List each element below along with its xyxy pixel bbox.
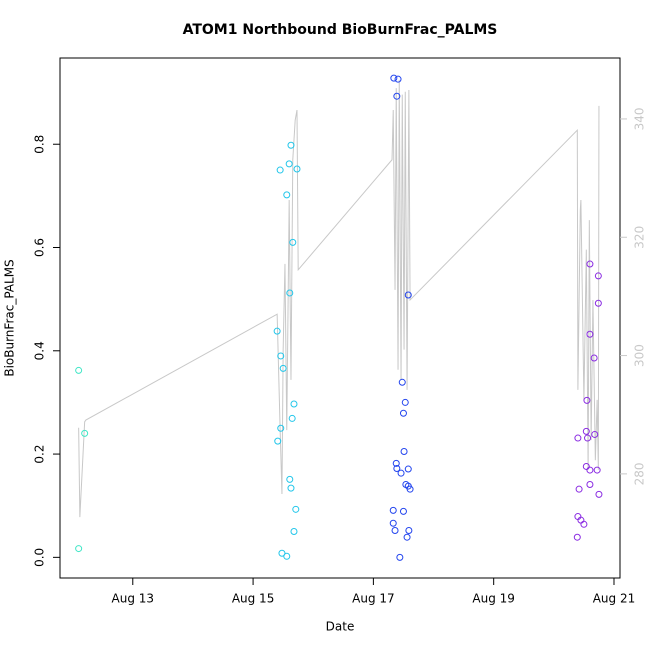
point bbox=[586, 481, 594, 489]
point bbox=[392, 459, 400, 467]
point bbox=[274, 437, 282, 445]
point bbox=[276, 166, 284, 174]
point bbox=[403, 533, 411, 541]
point bbox=[292, 505, 300, 513]
point bbox=[393, 92, 401, 100]
y-tick-label: 0.2 bbox=[33, 445, 47, 464]
point bbox=[287, 141, 295, 149]
chart-title: ATOM1 Northbound BioBurnFrac_PALMS bbox=[183, 22, 498, 38]
point bbox=[279, 364, 287, 372]
point bbox=[582, 427, 590, 435]
point bbox=[393, 465, 401, 473]
point bbox=[399, 507, 407, 515]
point bbox=[583, 396, 591, 404]
y2-tick-label: 320 bbox=[633, 226, 647, 249]
point bbox=[287, 484, 295, 492]
point bbox=[396, 553, 404, 561]
point bbox=[586, 330, 594, 338]
point bbox=[278, 549, 286, 557]
point bbox=[290, 528, 298, 536]
x-tick-label: Aug 21 bbox=[593, 592, 636, 606]
point bbox=[390, 74, 398, 82]
point bbox=[399, 409, 407, 417]
point bbox=[394, 75, 402, 83]
y2-tick-label: 300 bbox=[633, 344, 647, 367]
point bbox=[404, 291, 412, 299]
point bbox=[595, 490, 603, 498]
x-tick-label: Aug 13 bbox=[112, 592, 155, 606]
point bbox=[404, 465, 412, 473]
point bbox=[81, 429, 89, 437]
point bbox=[75, 366, 83, 374]
point bbox=[405, 526, 413, 534]
x-tick-label: Aug 15 bbox=[232, 592, 275, 606]
point bbox=[573, 533, 581, 541]
point bbox=[391, 526, 399, 534]
point bbox=[288, 414, 296, 422]
point bbox=[293, 165, 301, 173]
y2-tick-label: 340 bbox=[633, 107, 647, 130]
point bbox=[586, 260, 594, 268]
point bbox=[593, 466, 601, 474]
point bbox=[575, 485, 583, 493]
y2-tick-label: 280 bbox=[633, 462, 647, 485]
point bbox=[580, 520, 588, 528]
plot-frame bbox=[59, 57, 621, 579]
point bbox=[590, 354, 598, 362]
y-tick-label: 0.0 bbox=[33, 548, 47, 567]
point bbox=[401, 398, 409, 406]
x-axis-label: Date bbox=[326, 620, 355, 634]
point bbox=[584, 434, 592, 442]
point bbox=[285, 160, 293, 168]
point bbox=[594, 299, 602, 307]
point bbox=[398, 378, 406, 386]
y-axis-label: BioBurnFrac_PALMS bbox=[3, 259, 17, 376]
point bbox=[286, 289, 294, 297]
point bbox=[283, 191, 291, 199]
point bbox=[591, 430, 599, 438]
point bbox=[283, 552, 291, 560]
point bbox=[400, 447, 408, 455]
point bbox=[289, 238, 297, 246]
point bbox=[75, 545, 83, 553]
point bbox=[277, 424, 285, 432]
point bbox=[582, 462, 590, 470]
y-tick-label: 0.6 bbox=[33, 238, 47, 257]
point bbox=[586, 466, 594, 474]
x-tick-label: Aug 19 bbox=[472, 592, 515, 606]
point bbox=[277, 352, 285, 360]
point bbox=[397, 469, 405, 477]
point bbox=[273, 327, 281, 335]
point bbox=[290, 400, 298, 408]
point bbox=[574, 434, 582, 442]
point bbox=[406, 485, 414, 493]
point bbox=[286, 475, 294, 483]
y-tick-label: 0.8 bbox=[33, 135, 47, 154]
point bbox=[389, 506, 397, 514]
line-series bbox=[78, 79, 600, 518]
x-tick-label: Aug 17 bbox=[352, 592, 395, 606]
point bbox=[594, 272, 602, 280]
point bbox=[389, 519, 397, 527]
y-tick-label: 0.4 bbox=[33, 341, 47, 360]
